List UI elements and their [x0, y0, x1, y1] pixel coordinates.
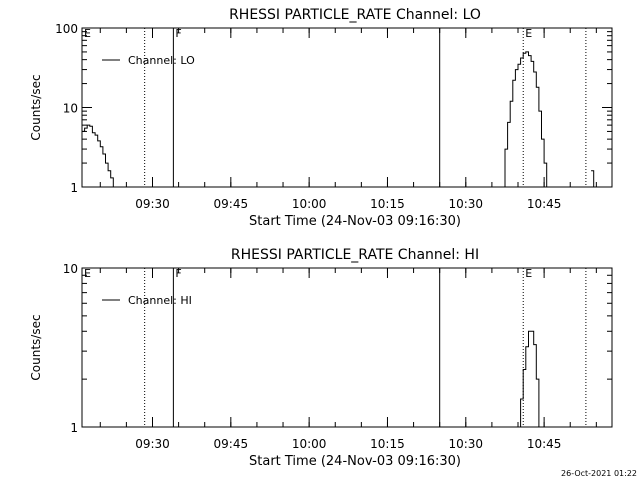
- legend-label: Channel: LO: [128, 54, 195, 67]
- x-tick-label: 09:30: [135, 197, 170, 211]
- plot-frame: [81, 267, 613, 428]
- panel-hi: RHESSI PARTICLE_RATE Channel: HI Start Ti…: [29, 247, 613, 469]
- footer-timestamp: 26-Oct-2021 01:22: [561, 469, 637, 478]
- event-marker-label: F: [175, 27, 181, 40]
- x-tick-label: 10:30: [448, 197, 483, 211]
- chart-title: RHESSI PARTICLE_RATE Channel: HI: [231, 247, 479, 263]
- x-tick-label: 10:45: [527, 197, 562, 211]
- x-tick-label: 10:15: [370, 197, 405, 211]
- x-tick-label: 10:00: [292, 437, 327, 451]
- event-marker-label: E: [525, 27, 532, 40]
- event-marker-label: E: [84, 27, 91, 40]
- series-line: [502, 51, 548, 188]
- x-tick-label: 09:45: [214, 437, 249, 451]
- y-axis-label: Counts/sec: [29, 314, 43, 380]
- x-tick-label: 10:30: [448, 437, 483, 451]
- y-tick-label: 10: [63, 262, 78, 276]
- x-tick-label: 09:45: [214, 197, 249, 211]
- y-tick-label: 100: [55, 22, 78, 36]
- y-tick-label: 1: [70, 421, 78, 435]
- series-line: [518, 330, 540, 428]
- series-line: [591, 170, 595, 187]
- y-axis-label: Counts/sec: [29, 74, 43, 140]
- event-marker-label: F: [175, 267, 181, 280]
- y-tick-label: 10: [63, 102, 78, 116]
- x-tick-label: 10:45: [527, 437, 562, 451]
- chart-title: RHESSI PARTICLE_RATE Channel: LO: [229, 7, 481, 23]
- x-tick-label: 10:15: [370, 437, 405, 451]
- x-tick-label: 10:00: [292, 197, 327, 211]
- event-marker-label: E: [84, 267, 91, 280]
- plot-frame: [81, 27, 613, 188]
- y-tick-label: 1: [70, 181, 78, 195]
- legend-label: Channel: HI: [128, 294, 192, 307]
- x-axis-label: Start Time (24-Nov-03 09:16:30): [249, 454, 461, 469]
- event-marker-label: E: [525, 267, 532, 280]
- series-line: [82, 124, 114, 187]
- x-tick-label: 09:30: [135, 437, 170, 451]
- x-axis-label: Start Time (24-Nov-03 09:16:30): [249, 214, 461, 229]
- panel-lo: RHESSI PARTICLE_RATE Channel: LO Start Ti…: [29, 7, 613, 229]
